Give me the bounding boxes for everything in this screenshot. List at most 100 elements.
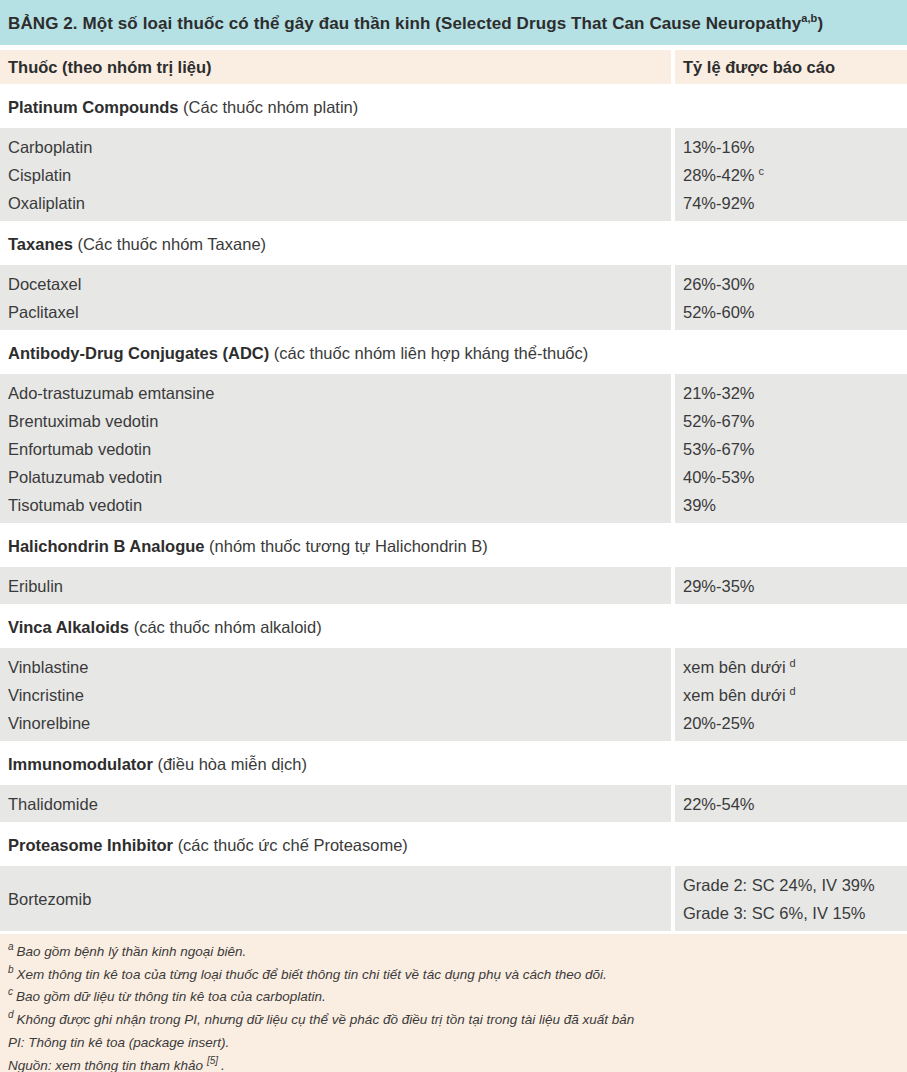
rate-value: xem bên dưới d [683,681,899,709]
group-name-vi: (các thuốc nhóm alkaloid) [134,618,322,636]
drug-name: Carboplatin [8,133,663,161]
drug-column: Carboplatin Cisplatin Oxaliplatin [0,128,671,221]
group-header-vinca: Vinca Alkaloids (các thuốc nhóm alkaloid… [0,604,907,648]
drug-name: Enfortumab vedotin [8,435,663,463]
drug-name: Brentuximab vedotin [8,407,663,435]
data-block-vinca: Vinblastine Vincristine Vinorelbine xem … [0,648,907,741]
rate-column: 21%-32% 52%-67% 53%-67% 40%-53% 39% [675,374,907,523]
rate-value: 53%-67% [683,435,899,463]
rate-text: 28%-42% [683,166,755,184]
data-block-proteasome: Bortezomib Grade 2: SC 24%, IV 39% Grade… [0,866,907,931]
drug-name: Vincristine [8,681,663,709]
drug-name: Thalidomide [8,790,663,818]
footnote-marker: c [8,986,13,997]
rate-value: Grade 2: SC 24%, IV 39% [683,871,899,899]
drug-name: Vinblastine [8,653,663,681]
data-block-platinum: Carboplatin Cisplatin Oxaliplatin 13%-16… [0,128,907,221]
table-title-bar: BẢNG 2. Một số loại thuốc có thể gây đau… [0,0,907,45]
rate-superscript: d [790,685,796,697]
rate-text: 20%-25% [683,714,755,732]
group-name-vi: (điều hòa miễn dịch) [157,755,307,773]
drug-name: Eribulin [8,572,663,600]
footnote-abbreviation: PI: Thông tin kê toa (package insert). [8,1034,899,1052]
drug-name: Polatuzumab vedotin [8,463,663,491]
table-title-superscript: a,b [801,12,817,24]
rate-text: 74%-92% [683,194,755,212]
rate-superscript: d [790,657,796,669]
drug-column: Ado-trastuzumab emtansine Brentuximab ve… [0,374,671,523]
drug-name: Paclitaxel [8,298,663,326]
group-name-en: Immunomodulator [8,755,153,773]
rate-value: Grade 3: SC 6%, IV 15% [683,899,899,927]
data-block-immunomodulator: Thalidomide 22%-54% [0,785,907,822]
rate-value: 52%-60% [683,298,899,326]
rate-value: 28%-42% c [683,161,899,189]
drug-column: Thalidomide [0,785,671,822]
source-text: Nguồn: xem thông tin tham khảo [8,1058,203,1072]
group-header-adc: Antibody-Drug Conjugates (ADC) (các thuố… [0,330,907,374]
rate-text: 53%-67% [683,440,755,458]
table-title-close-paren: ) [817,13,823,32]
table-title-text: BẢNG 2. Một số loại thuốc có thể gây đau… [8,13,801,32]
rate-value: xem bên dưới d [683,653,899,681]
data-block-taxanes: Docetaxel Paclitaxel 26%-30% 52%-60% [0,265,907,330]
data-block-halichondrin: Eribulin 29%-35% [0,567,907,604]
group-name-vi: (các thuốc nhóm liên hợp kháng thể-thuốc… [274,344,588,362]
column-header-rate: Tỷ lệ được báo cáo [675,50,907,84]
source-period: . [221,1058,225,1072]
group-name-en: Platinum Compounds [8,98,179,116]
rate-column: 13%-16% 28%-42% c 74%-92% [675,128,907,221]
group-header-immunomodulator: Immunomodulator (điều hòa miễn dịch) [0,741,907,785]
footnote-text: Không được ghi nhận trong PI, nhưng dữ l… [17,1011,635,1026]
drug-name: Ado-trastuzumab emtansine [8,379,663,407]
rate-column: xem bên dưới d xem bên dưới d 20%-25% [675,648,907,741]
drug-column: Vinblastine Vincristine Vinorelbine [0,648,671,741]
drug-name: Bortezomib [8,885,91,913]
data-block-adc: Ado-trastuzumab emtansine Brentuximab ve… [0,374,907,523]
footnote-text: Bao gồm dữ liệu từ thông tin kê toa của … [16,989,326,1004]
rate-value: 74%-92% [683,189,899,217]
rate-text: 22%-54% [683,795,755,813]
drug-name: Oxaliplatin [8,189,663,217]
drug-name: Docetaxel [8,270,663,298]
footnote-text: Bao gồm bệnh lý thần kinh ngoại biên. [17,944,247,959]
footnote-marker: d [8,1009,14,1020]
rate-text: 52%-67% [683,412,755,430]
rate-value: 13%-16% [683,133,899,161]
rate-text: xem bên dưới [683,686,786,704]
rate-column: 22%-54% [675,785,907,822]
group-name-en: Antibody-Drug Conjugates (ADC) [8,344,269,362]
group-header-platinum: Platinum Compounds (Các thuốc nhóm plati… [0,84,907,128]
table-title: BẢNG 2. Một số loại thuốc có thể gây đau… [8,12,823,34]
footnote-source: Nguồn: xem thông tin tham khảo [5]. [8,1052,899,1072]
rate-superscript: c [759,165,765,177]
drug-column: Docetaxel Paclitaxel [0,265,671,330]
group-header-halichondrin: Halichondrin B Analogue (nhóm thuốc tươn… [0,523,907,567]
drug-neuropathy-table: BẢNG 2. Một số loại thuốc có thể gây đau… [0,0,907,1072]
group-name-en: Taxanes [8,235,73,253]
rate-text: 13%-16% [683,138,755,156]
rate-value: 22%-54% [683,790,899,818]
rate-value: 29%-35% [683,572,899,600]
drug-name: Vinorelbine [8,709,663,737]
rate-value: 40%-53% [683,463,899,491]
source-reference: [5] [207,1055,218,1066]
rate-value: 21%-32% [683,379,899,407]
footnote-b: bXem thông tin kê toa của từng loại thuố… [8,961,899,984]
drug-column: Eribulin [0,567,671,604]
rate-text: xem bên dưới [683,658,786,676]
footnote-marker: a [8,941,14,952]
column-header-drug: Thuốc (theo nhóm trị liệu) [0,50,671,84]
rate-column: 26%-30% 52%-60% [675,265,907,330]
drug-column: Bortezomib [0,866,671,931]
group-name-en: Vinca Alkaloids [8,618,129,636]
rate-text: 29%-35% [683,577,755,595]
footnote-a: aBao gồm bệnh lý thần kinh ngoại biên. [8,938,899,961]
rate-value: 26%-30% [683,270,899,298]
footnote-d: dKhông được ghi nhận trong PI, nhưng dữ … [8,1006,899,1029]
rate-column: Grade 2: SC 24%, IV 39% Grade 3: SC 6%, … [675,866,907,931]
footnote-text: Xem thông tin kê toa của từng loại thuốc… [17,966,607,981]
group-name-vi: (các thuốc ức chế Proteasome) [178,836,408,854]
column-header-row: Thuốc (theo nhóm trị liệu) Tỷ lệ được bá… [0,50,907,84]
rate-text: 39% [683,496,716,514]
